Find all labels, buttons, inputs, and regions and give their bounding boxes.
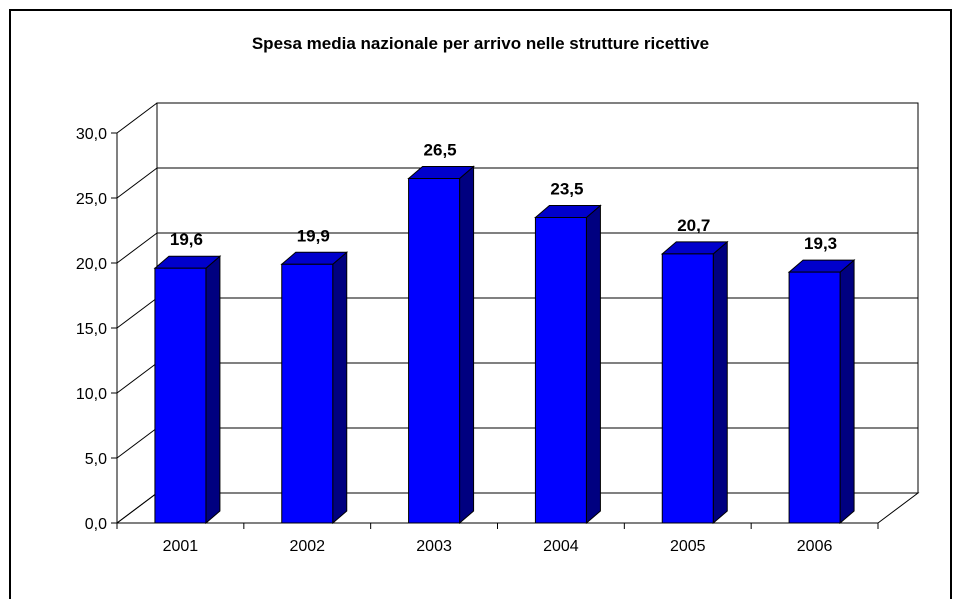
gridline-diagonal: [116, 492, 158, 524]
bar-side: [585, 204, 601, 525]
bar: [788, 271, 841, 524]
y-tick-label: 0,0: [85, 516, 107, 533]
bar-side: [712, 240, 728, 525]
bar: [281, 263, 334, 524]
y-tick-label: 5,0: [85, 451, 107, 468]
y-tick-label: 30,0: [76, 126, 107, 143]
bar: [408, 178, 461, 524]
gridline-diagonal: [116, 167, 158, 199]
data-label: 19,6: [170, 230, 203, 249]
x-tick-label: 2005: [670, 538, 706, 555]
data-label: 19,3: [804, 234, 837, 253]
x-tick-label: 2006: [797, 538, 833, 555]
bar: [534, 217, 587, 524]
data-label: 26,5: [424, 141, 457, 160]
gridline-diagonal: [116, 232, 158, 264]
gridline-diagonal: [116, 102, 158, 134]
bar-side: [205, 255, 221, 525]
y-tick-label: 20,0: [76, 256, 107, 273]
chart-title: Spesa media nazionale per arrivo nelle s…: [251, 34, 710, 53]
bar-side: [839, 259, 855, 525]
x-tick-label: 2004: [543, 538, 579, 555]
x-tick-label: 2001: [163, 538, 199, 555]
data-label: 23,5: [550, 180, 583, 199]
y-tick-label: 25,0: [76, 191, 107, 208]
x-tick-label: 2002: [289, 538, 325, 555]
bar-side: [332, 251, 348, 525]
y-tick-label: 15,0: [76, 321, 107, 338]
gridline-diagonal: [116, 362, 158, 394]
gridline-diagonal: [116, 427, 158, 459]
data-label: 19,9: [297, 226, 330, 245]
y-tick-label: 10,0: [76, 386, 107, 403]
data-label: 20,7: [677, 216, 710, 235]
chart-frame: [9, 9, 952, 599]
x-tick-label: 2003: [416, 538, 452, 555]
bar-side: [459, 165, 475, 525]
bar: [661, 253, 714, 524]
gridline-diagonal: [116, 297, 158, 329]
bar: [154, 267, 207, 524]
